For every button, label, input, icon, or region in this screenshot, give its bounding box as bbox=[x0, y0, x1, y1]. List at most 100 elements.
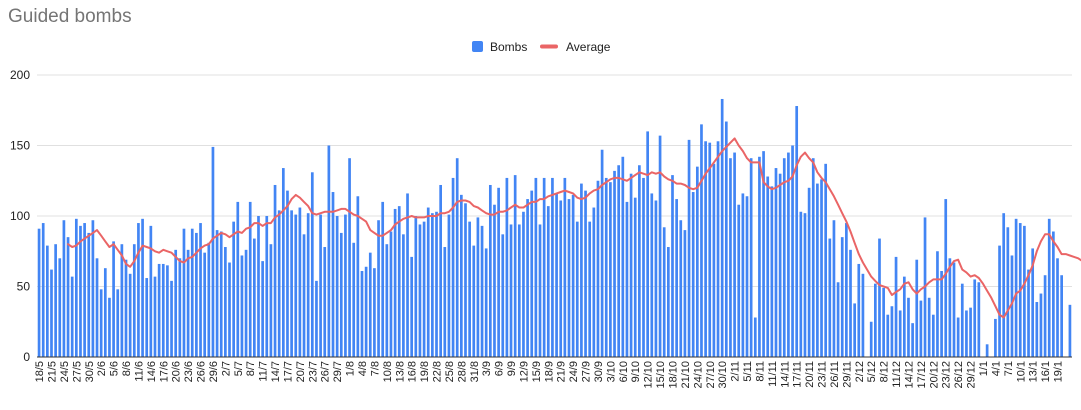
bar bbox=[753, 317, 757, 357]
bar bbox=[373, 268, 376, 357]
x-tick-label: 10/8 bbox=[382, 361, 394, 382]
bar bbox=[232, 221, 235, 357]
bar bbox=[1043, 275, 1047, 357]
bar bbox=[687, 139, 691, 357]
x-tick-label: 29/11 bbox=[841, 361, 853, 388]
y-tick-label: 50 bbox=[17, 280, 31, 294]
bar bbox=[410, 256, 414, 357]
bar bbox=[153, 276, 157, 357]
bar bbox=[190, 228, 194, 357]
bar bbox=[422, 221, 426, 357]
x-tick-label: 2/7 bbox=[220, 361, 232, 376]
bar bbox=[460, 194, 463, 357]
bar bbox=[538, 224, 542, 357]
bar bbox=[472, 245, 476, 357]
bar bbox=[62, 220, 66, 357]
bar bbox=[203, 252, 207, 357]
x-tick-label: 21/9 bbox=[556, 361, 568, 382]
bar bbox=[431, 213, 434, 357]
bar bbox=[621, 156, 625, 357]
bar bbox=[1052, 231, 1055, 357]
bar bbox=[795, 106, 799, 358]
bar bbox=[766, 176, 770, 357]
bar bbox=[257, 216, 260, 357]
bar bbox=[54, 244, 57, 357]
bar bbox=[662, 227, 666, 357]
bar bbox=[66, 237, 70, 357]
bar bbox=[915, 259, 919, 357]
x-tick-label: 5/11 bbox=[742, 361, 754, 382]
bar bbox=[1068, 304, 1072, 357]
bar bbox=[281, 168, 285, 357]
bar bbox=[902, 276, 906, 357]
bar bbox=[116, 289, 120, 357]
bar bbox=[315, 280, 318, 357]
bar bbox=[377, 220, 380, 357]
x-tick-label: 12/9 bbox=[519, 361, 531, 382]
bar bbox=[712, 163, 716, 357]
bar bbox=[182, 228, 186, 357]
x-tick-label: 13/1 bbox=[1028, 361, 1040, 382]
bar bbox=[1047, 218, 1051, 357]
bar bbox=[195, 232, 198, 357]
bar bbox=[128, 273, 132, 357]
bar bbox=[476, 217, 480, 357]
bar bbox=[667, 247, 670, 357]
bar bbox=[360, 270, 364, 357]
bar bbox=[683, 230, 687, 357]
bar bbox=[219, 231, 223, 357]
chart-legend: Bombs Average bbox=[472, 40, 611, 54]
bar bbox=[782, 158, 786, 357]
bar bbox=[596, 180, 600, 357]
bar bbox=[393, 208, 397, 357]
bar bbox=[418, 224, 422, 357]
bar bbox=[704, 141, 707, 357]
x-tick-label: 30/5 bbox=[84, 361, 96, 382]
bar bbox=[571, 194, 575, 357]
bar bbox=[339, 232, 343, 357]
bar bbox=[236, 201, 240, 357]
bar bbox=[157, 263, 161, 357]
bar bbox=[977, 282, 981, 357]
bar bbox=[464, 203, 467, 357]
bar bbox=[555, 193, 558, 357]
x-tick-label: 18/5 bbox=[34, 361, 46, 382]
x-tick-label: 17/7 bbox=[283, 361, 295, 382]
x-tick-label: 1/1 bbox=[978, 361, 990, 376]
bar bbox=[112, 241, 115, 357]
bar bbox=[37, 228, 41, 357]
bar bbox=[389, 231, 393, 357]
x-tick-label: 16/1 bbox=[1040, 361, 1052, 382]
bar bbox=[83, 223, 86, 357]
x-tick-label: 11/12 bbox=[891, 361, 903, 388]
bar bbox=[567, 199, 571, 357]
bar bbox=[1014, 218, 1018, 357]
x-tick-label: 11/6 bbox=[133, 361, 145, 382]
bar bbox=[969, 307, 972, 357]
bar bbox=[1023, 225, 1026, 357]
bar bbox=[671, 175, 674, 357]
bar bbox=[592, 207, 596, 357]
x-tick-label: 8/6 bbox=[121, 361, 133, 376]
x-tick-label: 24/9 bbox=[568, 361, 580, 382]
bar bbox=[733, 152, 736, 357]
bar bbox=[869, 321, 873, 357]
bar bbox=[1060, 275, 1063, 357]
x-tick-label: 5/7 bbox=[233, 361, 245, 376]
x-tick-label: 31/8 bbox=[469, 361, 481, 382]
bar bbox=[609, 182, 612, 357]
bar bbox=[124, 259, 128, 357]
bar bbox=[381, 201, 385, 357]
bar bbox=[534, 177, 538, 357]
bar bbox=[186, 249, 190, 357]
bar bbox=[898, 310, 902, 357]
x-tick-label: 1/8 bbox=[345, 361, 357, 376]
bar bbox=[530, 190, 534, 357]
bar bbox=[948, 258, 952, 357]
bar bbox=[679, 220, 683, 357]
bar bbox=[306, 213, 310, 357]
bar bbox=[737, 204, 741, 357]
bar bbox=[290, 210, 293, 357]
bar bbox=[1002, 213, 1006, 357]
bar bbox=[253, 238, 256, 357]
